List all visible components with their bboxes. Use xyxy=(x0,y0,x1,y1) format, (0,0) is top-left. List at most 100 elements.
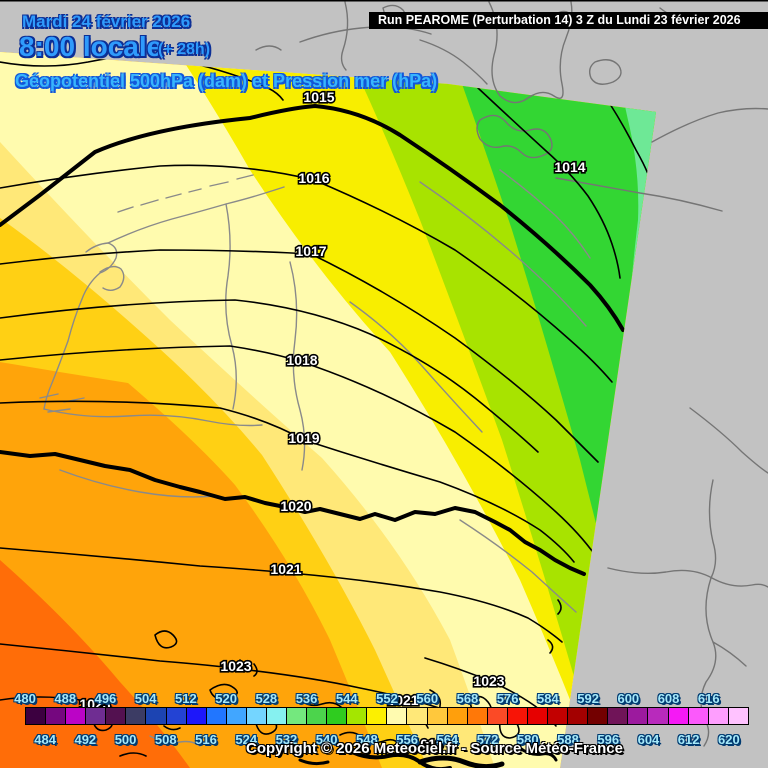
top-border-line xyxy=(0,0,768,2)
legend-value-label: 584 xyxy=(537,691,559,706)
legend-value-label: 568 xyxy=(456,691,479,706)
isobar-value-label: 1019 xyxy=(288,430,319,446)
isobar-value-label: 1021 xyxy=(387,692,418,708)
legend-color-cell xyxy=(166,708,187,724)
legend-value-label: 516 xyxy=(195,732,217,747)
legend-value-label: 532 xyxy=(275,732,298,747)
legend-color-cell xyxy=(226,708,247,724)
isobar-value-label: 1017 xyxy=(295,243,326,259)
legend-value-label: 556 xyxy=(396,732,418,747)
color-scale-bar xyxy=(25,707,749,725)
legend-color-cell xyxy=(507,708,528,724)
legend-color-cell xyxy=(307,708,328,724)
legend-color-cell xyxy=(367,708,388,724)
legend-value-label: 592 xyxy=(577,691,599,706)
legend-color-cell xyxy=(387,708,408,724)
legend-value-label: 600 xyxy=(617,691,640,706)
legend-color-cell xyxy=(487,708,508,724)
legend-value-label: 608 xyxy=(657,691,680,706)
legend-value-label: 604 xyxy=(637,732,660,747)
isobar-value-label: 1014 xyxy=(554,159,585,175)
isobar-value-label: 1023 xyxy=(473,673,504,689)
map-subtitle: Géopotentiel 500hPa (dam) et Pression me… xyxy=(15,71,438,91)
legend-value-label: 492 xyxy=(74,732,97,747)
legend-value-label: 524 xyxy=(235,732,258,747)
legend-value-label: 564 xyxy=(436,732,459,747)
isobar-value-label: 1018 xyxy=(286,352,317,368)
legend-value-label: 560 xyxy=(416,691,439,706)
legend-color-cell xyxy=(427,708,448,724)
isobar-value-label: 1015 xyxy=(303,89,334,105)
legend-value-label: 544 xyxy=(335,691,358,706)
mountain-contour-cluster xyxy=(298,746,558,768)
legend-color-cell xyxy=(728,708,748,724)
legend-color-cell xyxy=(407,708,428,724)
legend-value-label: 596 xyxy=(597,732,620,747)
legend-color-cell xyxy=(26,708,47,724)
run-info-bar: Run PEAROME (Perturbation 14) 3 Z du Lun… xyxy=(369,12,768,29)
legend-color-cell xyxy=(628,708,649,724)
legend-value-label: 612 xyxy=(677,732,700,747)
legend-value-label: 580 xyxy=(516,732,539,747)
isobar-1020-thick xyxy=(0,450,586,576)
legend-color-cell xyxy=(608,708,629,724)
legend-color-cell xyxy=(467,708,488,724)
legend-value-label: 508 xyxy=(154,732,177,747)
legend-color-cell xyxy=(106,708,127,724)
legend-color-cell xyxy=(287,708,308,724)
legend-value-label: 528 xyxy=(255,691,278,706)
legend-color-cell xyxy=(266,708,288,724)
legend-color-cell xyxy=(648,708,669,724)
time-label: 8:00 locale xyxy=(19,31,163,62)
legend-color-cell xyxy=(86,708,107,724)
isobar-value-label: 1023 xyxy=(220,658,251,674)
legend-value-label: 500 xyxy=(114,732,137,747)
isobar-contours-thin xyxy=(0,55,649,757)
legend-color-cell xyxy=(186,708,207,724)
legend-value-label: 548 xyxy=(356,732,378,747)
date-label: Mardi 24 février 2026 xyxy=(22,12,191,31)
copyright: Copyright © 2026 Meteociel.fr - Source M… xyxy=(246,740,623,757)
legend-color-cell xyxy=(668,708,689,724)
isobar-contours-thick xyxy=(0,104,625,576)
legend-color-cell xyxy=(327,708,348,724)
legend-color-cell xyxy=(568,708,589,724)
isobar-value-label: 1020 xyxy=(280,498,311,514)
legend-value-label: 572 xyxy=(476,732,499,747)
coastlines-borders-inside xyxy=(39,169,591,747)
legend-value-label: 616 xyxy=(697,691,720,706)
forecast-offset-label: (+ 28h) xyxy=(158,41,211,58)
isobar-value-label: 1016 xyxy=(298,170,329,186)
legend-color-cell xyxy=(347,708,368,724)
legend-color-cell xyxy=(447,708,468,724)
legend-color-cell xyxy=(688,708,709,724)
legend-color-cell xyxy=(708,708,729,724)
legend-value-label: 588 xyxy=(557,732,579,747)
legend-value-label: 540 xyxy=(315,732,338,747)
legend-color-cell xyxy=(206,708,227,724)
legend-color-cell xyxy=(126,708,147,724)
legend-value-label: 512 xyxy=(175,691,197,706)
legend-value-label: 484 xyxy=(34,732,56,747)
legend-value-label: 576 xyxy=(496,691,519,706)
legend-color-cell xyxy=(46,708,67,724)
legend-color-cell xyxy=(588,708,609,724)
legend-value-label: 520 xyxy=(215,691,237,706)
legend-value-label: 552 xyxy=(376,691,398,706)
legend-value-label: 536 xyxy=(295,691,318,706)
legend-color-cell xyxy=(146,708,167,724)
legend-value-label: 620 xyxy=(718,732,740,747)
isobar-value-label: 1021 xyxy=(270,561,301,577)
isobar-1015-thick xyxy=(0,104,625,332)
legend-value-label: 504 xyxy=(134,691,157,706)
legend-color-cell xyxy=(246,708,267,724)
legend-color-cell xyxy=(66,708,87,724)
isobar-labels: 1015101610171018101910201021102310231023… xyxy=(78,87,588,753)
legend-value-label: 488 xyxy=(54,691,77,706)
legend-value-label: 496 xyxy=(94,691,117,706)
legend-color-cell xyxy=(548,708,569,724)
legend-color-cell xyxy=(527,708,549,724)
